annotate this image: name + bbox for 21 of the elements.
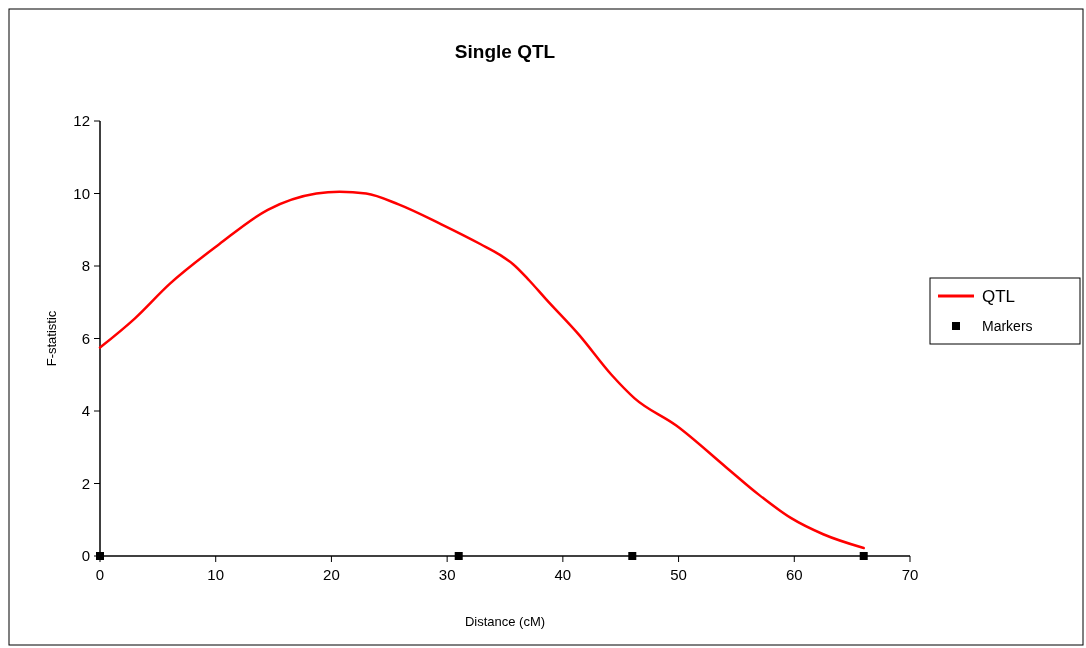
x-tick-label: 30 [438, 566, 456, 583]
y-tick-label: 10 [73, 184, 90, 202]
x-tick-label: 0 [95, 566, 105, 583]
y-tick-label: 6 [81, 329, 90, 347]
x-axis-title: Distance (cM) [464, 614, 546, 629]
line-series [98, 190, 865, 550]
y-tick-label: 4 [81, 402, 90, 420]
x-tick-label: 20 [323, 566, 340, 583]
y-tick-label: 12 [73, 112, 90, 130]
chart-title: Single QTL [454, 41, 556, 62]
y-axis-title: F-statistic [44, 310, 59, 367]
y-tick-label: 0 [81, 547, 90, 565]
x-tick-label: 60 [785, 566, 803, 583]
y-tick-label: 8 [81, 257, 90, 275]
x-tick-label: 50 [670, 566, 687, 583]
x-tick-label: 70 [901, 566, 919, 583]
legend-label: Markers [982, 317, 1033, 334]
legend-label: QTL [982, 286, 1016, 306]
y-tick-label: 2 [81, 474, 90, 492]
x-tick-label: 40 [554, 566, 572, 583]
x-tick-label: 10 [207, 566, 225, 583]
